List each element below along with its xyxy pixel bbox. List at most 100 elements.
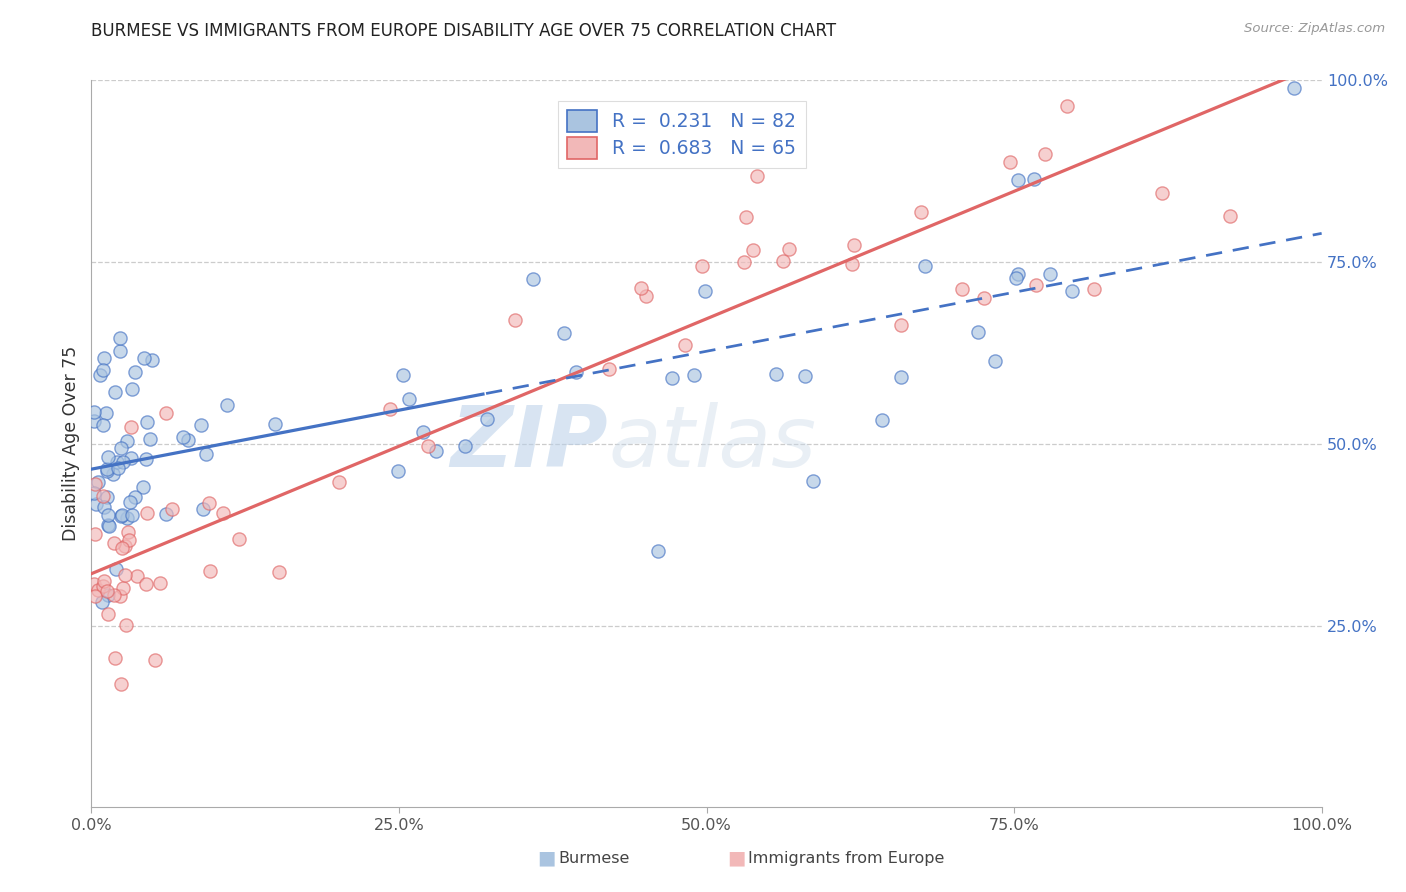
Point xyxy=(114,567,136,582)
Point xyxy=(111,541,134,555)
Point xyxy=(841,257,863,271)
Point xyxy=(110,508,132,522)
Point xyxy=(111,455,134,469)
Point xyxy=(108,344,131,359)
Point xyxy=(121,508,143,522)
Point xyxy=(1011,37,1033,51)
Point xyxy=(141,353,163,368)
Point xyxy=(118,533,141,547)
Point xyxy=(742,243,765,257)
Point xyxy=(454,439,477,453)
Point xyxy=(890,369,912,384)
Point xyxy=(1218,209,1240,223)
Text: ZIP: ZIP xyxy=(450,402,607,485)
Point xyxy=(747,169,769,183)
Point xyxy=(115,434,138,449)
Point xyxy=(96,406,118,420)
Text: Immigrants from Europe: Immigrants from Europe xyxy=(748,851,945,865)
Point xyxy=(966,326,988,340)
Point xyxy=(132,480,155,494)
Point xyxy=(136,506,159,520)
Point xyxy=(93,574,115,588)
Point xyxy=(138,432,160,446)
Point xyxy=(104,384,127,399)
Point xyxy=(83,414,105,428)
Point xyxy=(673,338,696,352)
Point xyxy=(418,439,440,453)
Point xyxy=(93,500,115,515)
Point xyxy=(172,430,194,444)
Point xyxy=(120,420,142,434)
Point xyxy=(973,291,995,305)
Point xyxy=(803,475,825,489)
Point xyxy=(1083,282,1105,296)
Point xyxy=(398,392,420,407)
Point xyxy=(1056,99,1078,113)
Point xyxy=(195,446,218,460)
Point xyxy=(91,490,114,504)
Point xyxy=(215,398,238,412)
Point xyxy=(96,490,118,504)
Point xyxy=(1007,267,1029,281)
Point xyxy=(425,444,447,458)
Point xyxy=(97,508,120,522)
Point xyxy=(870,413,893,427)
Point xyxy=(522,272,544,286)
Point xyxy=(97,607,120,622)
Point xyxy=(93,351,115,365)
Point xyxy=(1035,147,1057,161)
Point xyxy=(910,204,932,219)
Point xyxy=(914,259,936,273)
Point xyxy=(104,650,127,665)
Point xyxy=(143,653,166,667)
Point xyxy=(117,525,139,540)
Point xyxy=(120,451,142,466)
Text: Burmese: Burmese xyxy=(558,851,630,865)
Point xyxy=(191,502,214,516)
Text: Source: ZipAtlas.com: Source: ZipAtlas.com xyxy=(1244,22,1385,36)
Point xyxy=(108,331,131,345)
Point xyxy=(135,415,157,429)
Point xyxy=(155,508,177,522)
Point xyxy=(269,565,291,579)
Point xyxy=(149,576,172,591)
Point xyxy=(695,284,717,298)
Legend: R =  0.231   N = 82, R =  0.683   N = 65: R = 0.231 N = 82, R = 0.683 N = 65 xyxy=(558,101,806,169)
Point xyxy=(177,433,200,447)
Point xyxy=(1282,80,1305,95)
Point xyxy=(132,351,155,365)
Point xyxy=(392,368,415,382)
Text: BURMESE VS IMMIGRANTS FROM EUROPE DISABILITY AGE OVER 75 CORRELATION CHART: BURMESE VS IMMIGRANTS FROM EUROPE DISABI… xyxy=(91,22,837,40)
Point xyxy=(683,368,706,382)
Point xyxy=(110,442,132,456)
Point xyxy=(83,405,105,419)
Point xyxy=(121,382,143,396)
Text: ■: ■ xyxy=(537,848,555,868)
Point xyxy=(96,583,118,598)
Point xyxy=(84,527,107,541)
Point xyxy=(97,517,120,532)
Point xyxy=(1267,37,1289,51)
Point xyxy=(998,155,1021,169)
Text: ■: ■ xyxy=(727,848,745,868)
Point xyxy=(135,452,157,467)
Point xyxy=(83,477,105,491)
Point xyxy=(115,511,138,525)
Point xyxy=(103,536,125,550)
Point xyxy=(890,318,912,332)
Point xyxy=(103,467,125,482)
Point xyxy=(630,281,652,295)
Point xyxy=(96,461,118,475)
Text: atlas: atlas xyxy=(607,402,815,485)
Point xyxy=(647,543,669,558)
Point xyxy=(503,312,526,326)
Point xyxy=(91,363,114,377)
Point xyxy=(160,501,183,516)
Point xyxy=(120,494,142,508)
Point xyxy=(114,618,136,632)
Point xyxy=(124,365,146,379)
Point xyxy=(228,532,250,546)
Point xyxy=(475,411,498,425)
Point xyxy=(98,519,121,533)
Point xyxy=(412,425,434,439)
